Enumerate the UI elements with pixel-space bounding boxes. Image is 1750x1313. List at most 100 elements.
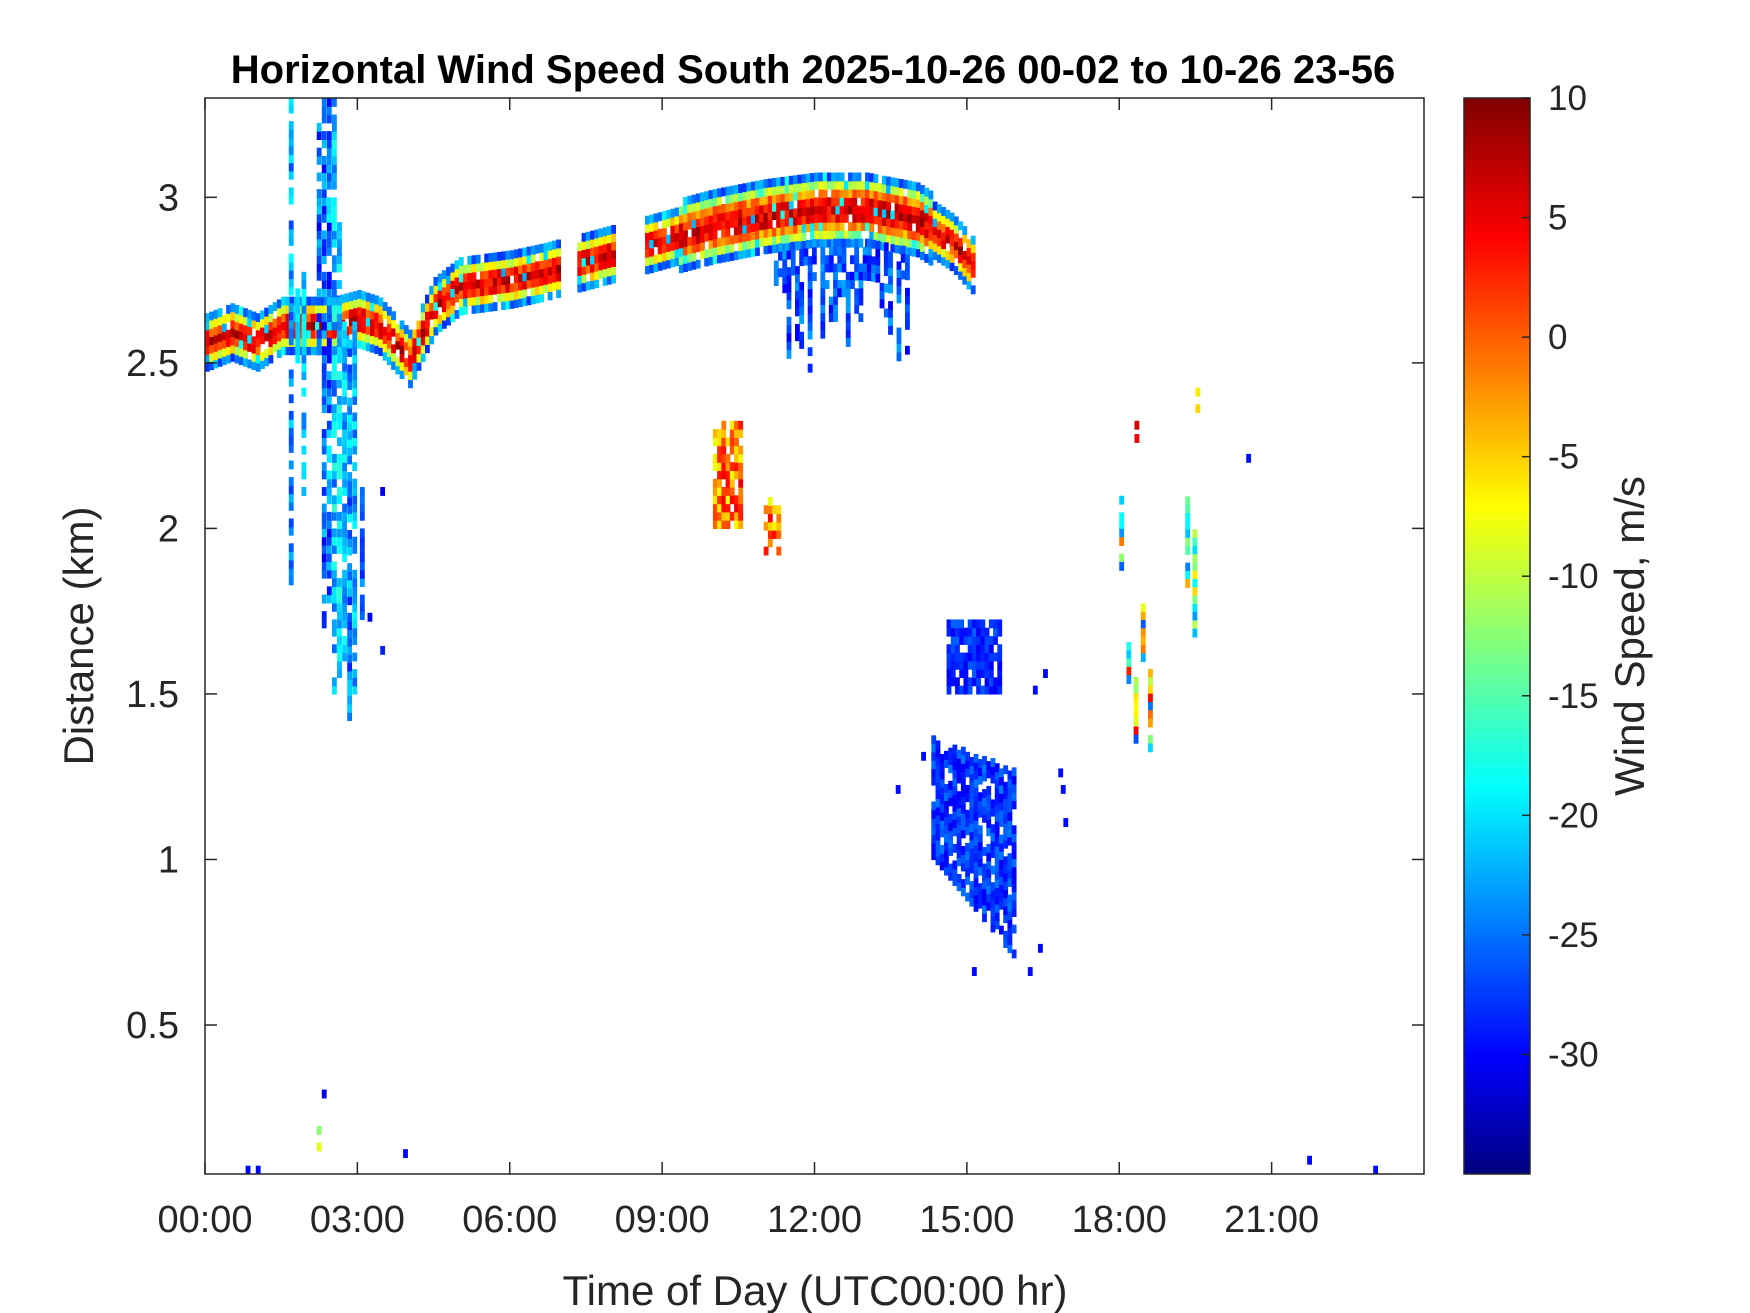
heatmap-cell [653, 213, 659, 223]
heatmap-cell [321, 611, 327, 621]
heatmap-cell [833, 246, 838, 256]
heatmap-cell [721, 420, 727, 430]
heatmap-cell [342, 429, 347, 438]
heatmap-cell [965, 768, 970, 778]
heatmap-cell [763, 195, 769, 205]
heatmap-cell [347, 662, 353, 672]
heatmap-cell [790, 241, 796, 251]
heatmap-cell [342, 371, 347, 381]
heatmap-cell [475, 287, 481, 297]
heatmap-cell [1140, 603, 1146, 613]
heatmap-cell [306, 338, 312, 347]
heatmap-cell [999, 834, 1004, 844]
heatmap-cell [526, 254, 532, 264]
heatmap-cell [712, 487, 718, 496]
heatmap-cell [780, 201, 786, 211]
heatmap-cell [778, 251, 783, 261]
heatmap-cell [594, 229, 600, 239]
heatmap-cell [359, 578, 365, 587]
heatmap-cell [886, 184, 892, 194]
heatmap-cell [767, 219, 773, 229]
heatmap-cell [331, 205, 337, 215]
heatmap-cell [999, 801, 1004, 811]
heatmap-cell [347, 439, 353, 448]
heatmap-cell [1185, 562, 1191, 572]
heatmap-cell [321, 1089, 327, 1099]
heatmap-cell [342, 578, 347, 587]
heatmap-cell [380, 487, 386, 496]
heatmap-cell [965, 784, 970, 794]
heatmap-cell [357, 339, 363, 349]
heatmap-cell [905, 312, 910, 322]
heatmap-cell [935, 781, 941, 791]
heatmap-cell [352, 594, 358, 604]
heatmap-cell [946, 669, 952, 678]
heatmap-cell [986, 885, 992, 895]
heatmap-cell [973, 902, 979, 912]
heatmap-cell [733, 226, 739, 236]
heatmap-cell [247, 359, 253, 369]
heatmap-cell [712, 222, 718, 232]
heatmap-cell [959, 627, 965, 637]
heatmap-cell [551, 265, 557, 275]
heatmap-cell [496, 251, 502, 261]
heatmap-cell [326, 561, 332, 571]
heatmap-cell [839, 197, 845, 207]
heatmap-cell [990, 758, 996, 767]
heatmap-cell [484, 270, 490, 280]
heatmap-cell [518, 256, 523, 266]
heatmap-cell [772, 505, 777, 515]
heatmap-cell [822, 238, 828, 248]
heatmap-cell [973, 820, 979, 830]
heatmap-cell [969, 790, 975, 800]
heatmap-cell [543, 259, 549, 269]
heatmap-cell [860, 213, 866, 223]
heatmap-cell [955, 636, 960, 645]
heatmap-cell [288, 121, 294, 131]
heatmap-cell [717, 487, 722, 496]
heatmap-cell [993, 685, 998, 695]
heatmap-cell [716, 188, 722, 198]
heatmap-cell [522, 297, 528, 307]
heatmap-cell [1060, 784, 1066, 794]
heatmap-cell [898, 220, 904, 230]
heatmap-cell [721, 511, 727, 521]
heatmap-cell [331, 222, 337, 232]
heatmap-cell [1011, 850, 1017, 860]
heatmap-cell [433, 301, 439, 311]
heatmap-cell [598, 253, 604, 263]
heatmap-cell [734, 520, 739, 529]
heatmap-cell [725, 211, 731, 221]
heatmap-cell [1011, 767, 1017, 777]
heatmap-cell [342, 511, 347, 521]
heatmap-cell [513, 282, 519, 292]
heatmap-cell [347, 414, 353, 424]
heatmap-cell [450, 271, 456, 281]
y-tick-label: 1 [158, 839, 179, 881]
heatmap-cell [960, 746, 966, 756]
heatmap-cell [1011, 833, 1017, 843]
heatmap-cell [509, 299, 515, 309]
heatmap-cell [321, 362, 327, 372]
heatmap-cell [450, 305, 456, 314]
heatmap-cell [321, 189, 327, 198]
heatmap-cell [763, 212, 769, 222]
heatmap-cell [729, 478, 735, 488]
heatmap-cell [471, 255, 477, 265]
heatmap-cell [755, 247, 760, 256]
heatmap-cell [896, 277, 902, 287]
heatmap-cell [994, 920, 1000, 930]
heatmap-cell [1007, 902, 1013, 912]
heatmap-cell [700, 192, 705, 202]
heatmap-cell [513, 299, 519, 308]
heatmap-cell [873, 190, 879, 200]
heatmap-cell [441, 303, 447, 313]
heatmap-cell [905, 345, 910, 355]
heatmap-cell [585, 240, 591, 249]
heatmap-cell [712, 247, 718, 256]
heatmap-cell [691, 260, 697, 270]
heatmap-cell [391, 344, 396, 354]
heatmap-cell [990, 774, 996, 784]
heatmap-cell [539, 285, 545, 295]
heatmap-cell [471, 296, 477, 306]
